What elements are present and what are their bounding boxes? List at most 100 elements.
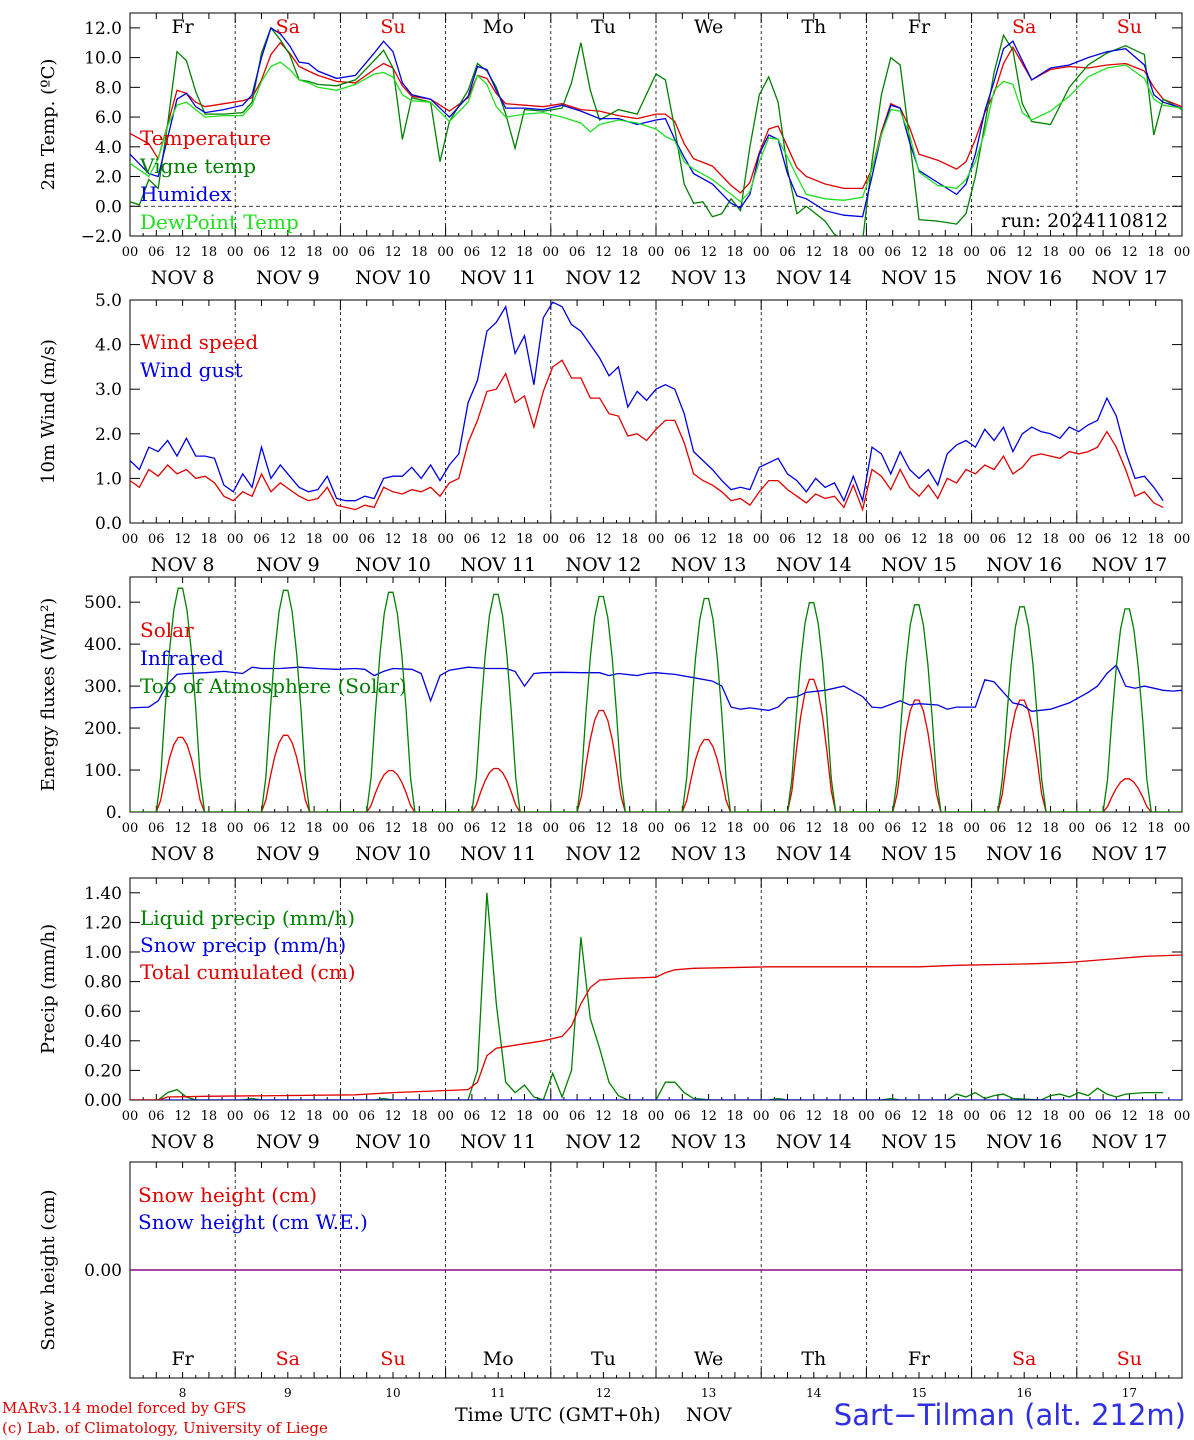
hour-tick-label: 18 xyxy=(1042,532,1059,547)
hour-tick-label: 06 xyxy=(1095,1109,1112,1124)
hour-tick-label: 00 xyxy=(122,532,139,547)
day-number-label: 14 xyxy=(806,1386,822,1400)
date-label: NOV 12 xyxy=(565,267,641,289)
date-label: NOV 8 xyxy=(151,554,215,576)
hour-tick-label: 00 xyxy=(122,821,139,836)
y-tick-label: 0.20 xyxy=(84,1061,122,1081)
hour-tick-label: 12 xyxy=(806,245,823,260)
legend-entry: Snow height (cm) xyxy=(138,1183,317,1207)
hour-tick-label: 00 xyxy=(858,532,875,547)
weekday-label: Sa xyxy=(1012,1348,1036,1370)
date-label: NOV 12 xyxy=(565,843,641,865)
hour-tick-label: 18 xyxy=(832,532,849,547)
day-number-label: 10 xyxy=(385,1386,400,1400)
hour-tick-label: 06 xyxy=(779,245,796,260)
hour-tick-label: 18 xyxy=(411,245,428,260)
hour-tick-label: 12 xyxy=(280,245,297,260)
hour-tick-label: 12 xyxy=(595,1109,612,1124)
hour-tick-label: 06 xyxy=(464,245,481,260)
date-label: NOV 12 xyxy=(565,554,641,576)
hour-tick-label: 12 xyxy=(911,1109,928,1124)
legend-entry: Temperature xyxy=(140,126,271,150)
date-label: NOV 10 xyxy=(355,267,431,289)
hour-tick-label: 18 xyxy=(201,532,218,547)
hour-tick-label: 12 xyxy=(1121,821,1138,836)
weekday-label: We xyxy=(694,16,723,38)
hour-tick-label: 18 xyxy=(727,532,744,547)
hour-tick-label: 06 xyxy=(358,245,375,260)
hour-tick-label: 06 xyxy=(990,821,1007,836)
legend-entry: Infrared xyxy=(140,646,224,670)
date-label: NOV 11 xyxy=(460,554,536,576)
hour-tick-label: 18 xyxy=(621,245,638,260)
hour-tick-label: 06 xyxy=(674,821,691,836)
date-label: NOV 14 xyxy=(776,554,852,576)
hour-tick-label: 12 xyxy=(490,532,507,547)
y-tick-label: 3.0 xyxy=(95,380,122,400)
hour-tick-label: 12 xyxy=(595,532,612,547)
legend-entry: Solar xyxy=(140,618,194,642)
hour-tick-label: 12 xyxy=(280,821,297,836)
hour-tick-label: 00 xyxy=(963,821,980,836)
chart-panel-5: 0.00 Snow height (cm) Snow height (cm) Snow… xyxy=(38,1161,1183,1379)
hour-tick-label: 06 xyxy=(779,532,796,547)
hour-tick-label: 18 xyxy=(1147,532,1164,547)
hour-tick-label: 00 xyxy=(332,1109,349,1124)
date-label: NOV 17 xyxy=(1091,554,1167,576)
hour-tick-label: 12 xyxy=(385,821,402,836)
y-tick-label: 12.0 xyxy=(84,19,122,39)
y-tick-label: 500. xyxy=(84,593,122,613)
y-tick-label: 1.00 xyxy=(84,943,122,963)
hour-tick-label: 12 xyxy=(806,1109,823,1124)
date-label: NOV 8 xyxy=(151,843,215,865)
hour-tick-label: 12 xyxy=(1121,245,1138,260)
hour-tick-label: 00 xyxy=(543,245,560,260)
hour-tick-label: 06 xyxy=(253,245,270,260)
date-label: NOV 9 xyxy=(256,267,320,289)
hour-tick-label: 06 xyxy=(884,1109,901,1124)
series-line-wind-gust xyxy=(130,301,1164,504)
hour-tick-label: 00 xyxy=(648,532,665,547)
hour-tick-label: 12 xyxy=(1016,1109,1033,1124)
hour-tick-label: 12 xyxy=(385,1109,402,1124)
hour-tick-label: 12 xyxy=(806,821,823,836)
hour-tick-label: 06 xyxy=(990,1109,1007,1124)
date-label: NOV 17 xyxy=(1091,1131,1167,1153)
hour-tick-label: 06 xyxy=(253,1109,270,1124)
y-tick-label: 1.40 xyxy=(84,884,122,904)
hour-tick-label: 06 xyxy=(148,245,165,260)
y-tick-label: 0.60 xyxy=(84,1002,122,1022)
y-tick-label: 4.0 xyxy=(95,336,122,356)
hour-tick-label: 06 xyxy=(1095,821,1112,836)
date-label: NOV 15 xyxy=(881,554,957,576)
hour-tick-label: 06 xyxy=(674,245,691,260)
hour-tick-label: 06 xyxy=(569,532,586,547)
hour-tick-label: 18 xyxy=(937,245,954,260)
hour-tick-label: 00 xyxy=(332,821,349,836)
hour-tick-label: 12 xyxy=(385,532,402,547)
hour-tick-label: 00 xyxy=(648,1109,665,1124)
day-number-label: 13 xyxy=(701,1386,716,1400)
legend-entry: Wind gust xyxy=(140,358,243,382)
series-line-wind-speed xyxy=(130,359,1164,512)
hour-tick-label: 12 xyxy=(1016,821,1033,836)
weekday-label: Th xyxy=(801,1348,826,1370)
hour-tick-label: 12 xyxy=(806,532,823,547)
hour-tick-label: 00 xyxy=(963,1109,980,1124)
date-label: NOV 10 xyxy=(355,843,431,865)
weekday-label: Fr xyxy=(908,16,931,38)
hour-tick-label: 12 xyxy=(911,532,928,547)
month-label: NOV xyxy=(686,1404,732,1426)
hour-tick-label: 18 xyxy=(937,1109,954,1124)
hour-tick-label: 18 xyxy=(411,821,428,836)
weekday-label: Mo xyxy=(483,16,514,38)
y-tick-label: 300. xyxy=(84,677,122,697)
hour-tick-label: 06 xyxy=(569,821,586,836)
hour-tick-label: 06 xyxy=(358,532,375,547)
date-label: NOV 11 xyxy=(460,1131,536,1153)
date-label: NOV 15 xyxy=(881,1131,957,1153)
hour-tick-label: 06 xyxy=(464,821,481,836)
legend-entry: DewPoint Temp xyxy=(140,210,299,234)
legend-entry: Liquid precip (mm/h) xyxy=(140,906,355,930)
hour-tick-label: 00 xyxy=(332,245,349,260)
